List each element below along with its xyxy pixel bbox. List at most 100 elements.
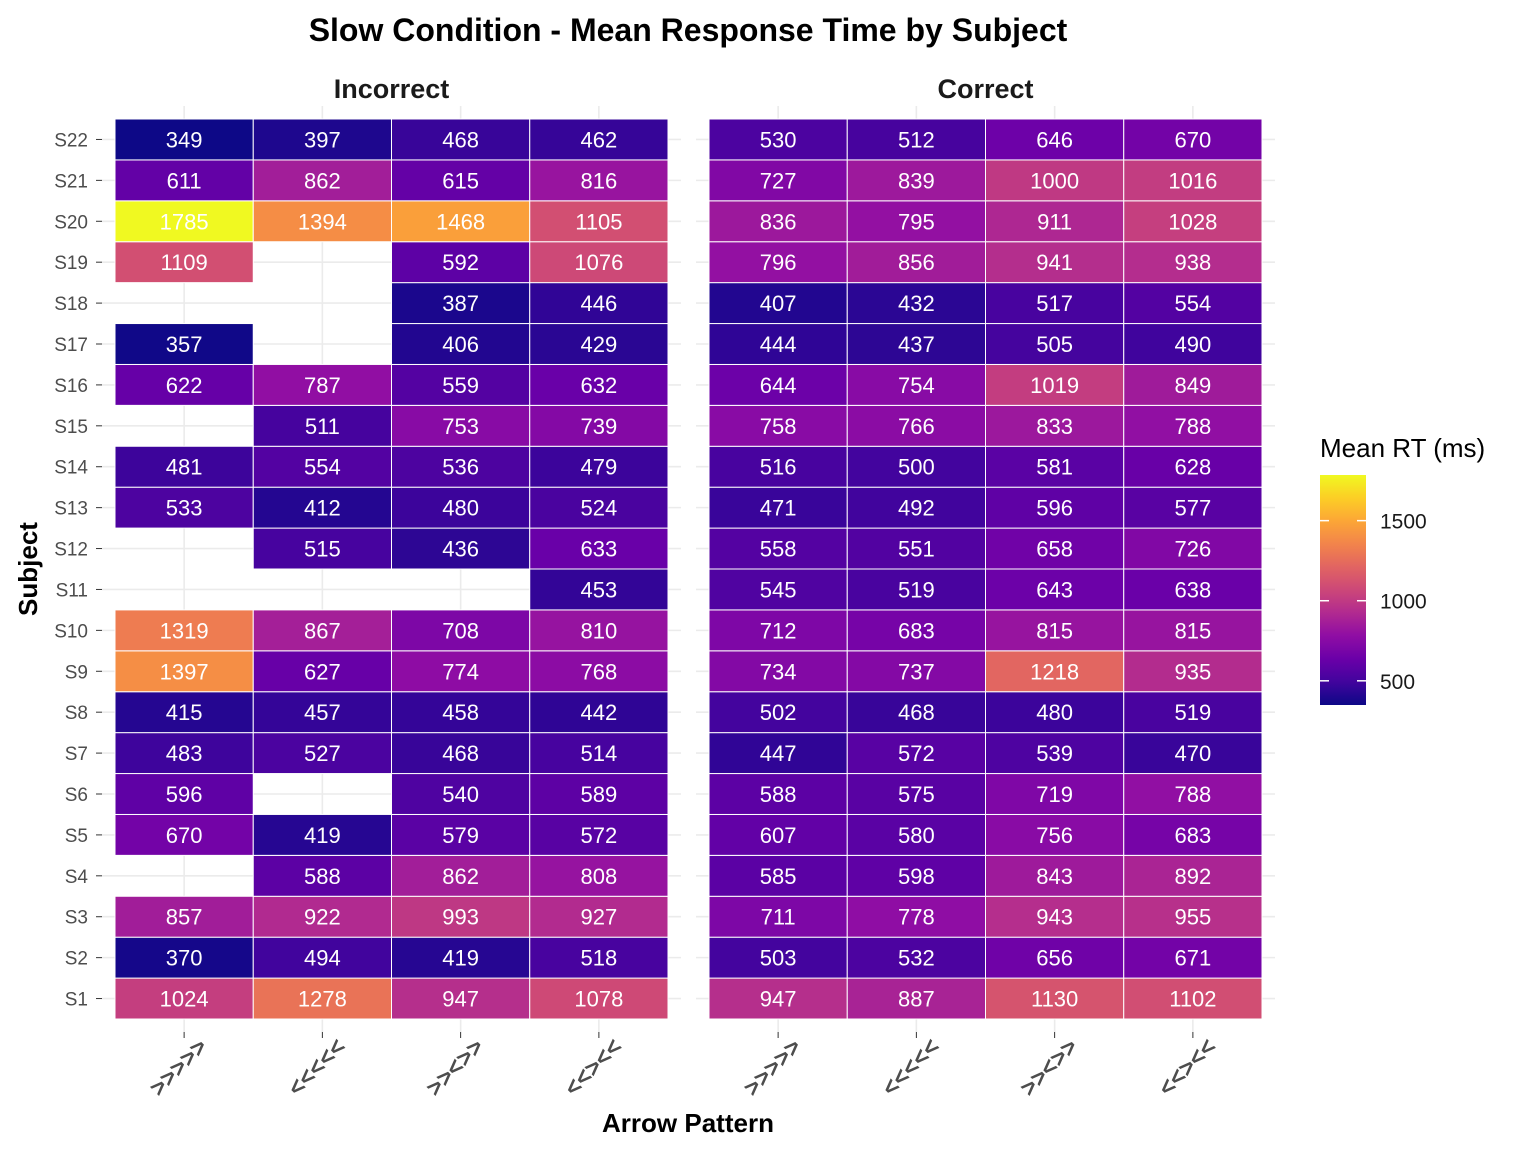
- panel-incorrect: Incorrect 1024 1278 947 1078 370 494 419 518 857 9…: [102, 74, 681, 1102]
- cell-value-label: 515: [304, 537, 341, 562]
- y-axis-tick-label: S16: [54, 376, 88, 397]
- cell-value-label: 839: [898, 168, 935, 193]
- heatmap-cell: [708, 568, 848, 611]
- cell-value-label: 387: [442, 291, 479, 316]
- x-axis-tick-label: <<><<: [559, 1033, 628, 1102]
- cell-value-label: 503: [760, 946, 797, 971]
- heatmap-cell: [846, 568, 986, 611]
- cell-value-label: 857: [166, 905, 203, 930]
- heatmap-cell: [529, 977, 669, 1020]
- heatmap-cell: [114, 241, 254, 284]
- y-axis-tick-label: S4: [65, 867, 89, 888]
- y-axis-ticks: S1 S2 S3 S4 S5 S6 S7 S8 S9 S10 S11 S12 S13 S14 S15 S16 S…: [54, 130, 102, 1011]
- cell-value-label: 615: [442, 168, 479, 193]
- cell-value-label: 518: [581, 946, 618, 971]
- x-axis-tick-label: <<<<<: [877, 1033, 946, 1102]
- heatmap-cell: [985, 936, 1125, 979]
- heatmap-cell: [114, 609, 254, 652]
- heatmap-cell: [846, 977, 986, 1020]
- cell-value-label: 397: [304, 127, 341, 152]
- heatmap-cell: [529, 854, 669, 897]
- cell-value-label: 585: [760, 864, 797, 889]
- heatmap-cell: [846, 773, 986, 815]
- cell-value-label: 483: [166, 741, 203, 766]
- cell-value-label: 726: [1175, 537, 1212, 562]
- cell-value-label: 551: [898, 537, 935, 562]
- heatmap-cell: [1123, 895, 1263, 938]
- heatmap-cell: [114, 363, 254, 406]
- cell-value-label: 480: [442, 496, 479, 521]
- cell-value-label: 766: [898, 414, 935, 439]
- heatmap-cell: [1123, 241, 1263, 284]
- cell-value-label: 419: [442, 946, 479, 971]
- cell-value-label: 867: [304, 618, 341, 643]
- heatmap-cell: [1123, 527, 1263, 570]
- legend-tick-label: 1000: [1380, 591, 1427, 614]
- cell-value-label: 349: [166, 127, 203, 152]
- cell-value-label: 788: [1175, 782, 1212, 807]
- cell-value-label: 453: [581, 577, 618, 602]
- legend-tick-label: 500: [1380, 671, 1415, 694]
- heatmap-cell: [529, 568, 669, 611]
- cell-value-label: 588: [760, 782, 797, 807]
- cell-value-label: 787: [304, 373, 341, 398]
- heatmap-cell: [1123, 977, 1263, 1020]
- cell-value-label: 539: [1036, 741, 1073, 766]
- cell-value-label: 492: [898, 496, 935, 521]
- heatmap-cell: [1123, 609, 1263, 652]
- heatmap-cell: [985, 773, 1125, 815]
- cell-value-label: 511: [305, 414, 340, 439]
- cell-value-label: 927: [581, 905, 618, 930]
- heatmap-cell: [846, 895, 986, 938]
- heatmap-cell: [391, 445, 531, 488]
- heatmap-cell: [846, 609, 986, 652]
- heatmap-cell: [846, 241, 986, 284]
- heatmap-cell: [114, 445, 254, 488]
- cell-value-label: 856: [898, 250, 935, 275]
- heatmap-cell: [846, 732, 986, 775]
- panel-title: Incorrect: [334, 74, 450, 104]
- heatmap-cell: [1123, 691, 1263, 734]
- heatmap-cell: [529, 895, 669, 938]
- heatmap-cell: [391, 363, 531, 406]
- cell-value-label: 500: [898, 455, 935, 480]
- cell-value-label: 756: [1036, 823, 1073, 848]
- cell-value-label: 758: [760, 414, 797, 439]
- heatmap-cell: [846, 323, 986, 365]
- heatmap-cell: [252, 854, 392, 897]
- cell-value-label: 627: [304, 659, 341, 684]
- heatmap-cell: [529, 404, 669, 447]
- heatmap-cell: [846, 813, 986, 856]
- heatmap-cell: [985, 159, 1125, 202]
- y-axis-tick-label: S8: [65, 703, 88, 724]
- cell-value-label: 514: [581, 741, 618, 766]
- heatmap-cell: [391, 773, 531, 815]
- cell-value-label: 519: [1175, 700, 1212, 725]
- y-axis-tick-label: S1: [65, 990, 88, 1011]
- cell-value-label: 607: [760, 823, 797, 848]
- y-axis-tick-label: S2: [65, 949, 88, 970]
- heatmap-cell: [846, 118, 986, 161]
- cell-value-label: 533: [166, 496, 203, 521]
- cell-value-label: 442: [581, 700, 618, 725]
- cell-value-label: 753: [442, 414, 479, 439]
- cell-value-label: 588: [304, 864, 341, 889]
- heatmap-cell: [529, 200, 669, 243]
- heatmap-cell: [846, 363, 986, 406]
- cell-value-label: 1468: [436, 209, 485, 234]
- heatmap-cell: [708, 936, 848, 979]
- cell-value-label: 922: [304, 905, 341, 930]
- cell-value-label: 458: [442, 700, 479, 725]
- cell-value-label: 708: [442, 618, 479, 643]
- cell-value-label: 490: [1175, 332, 1212, 357]
- heatmap-cell: [985, 118, 1125, 161]
- cell-value-label: 796: [760, 250, 797, 275]
- heatmap-cell: [1123, 568, 1263, 611]
- cell-value-label: 479: [581, 455, 618, 480]
- heatmap-cell: [529, 691, 669, 734]
- cell-value-label: 577: [1175, 496, 1212, 521]
- heatmap-cell: [529, 282, 669, 325]
- y-axis-tick-label: S15: [54, 417, 88, 438]
- cell-value-label: 947: [760, 987, 797, 1012]
- cell-value-label: 815: [1175, 618, 1212, 643]
